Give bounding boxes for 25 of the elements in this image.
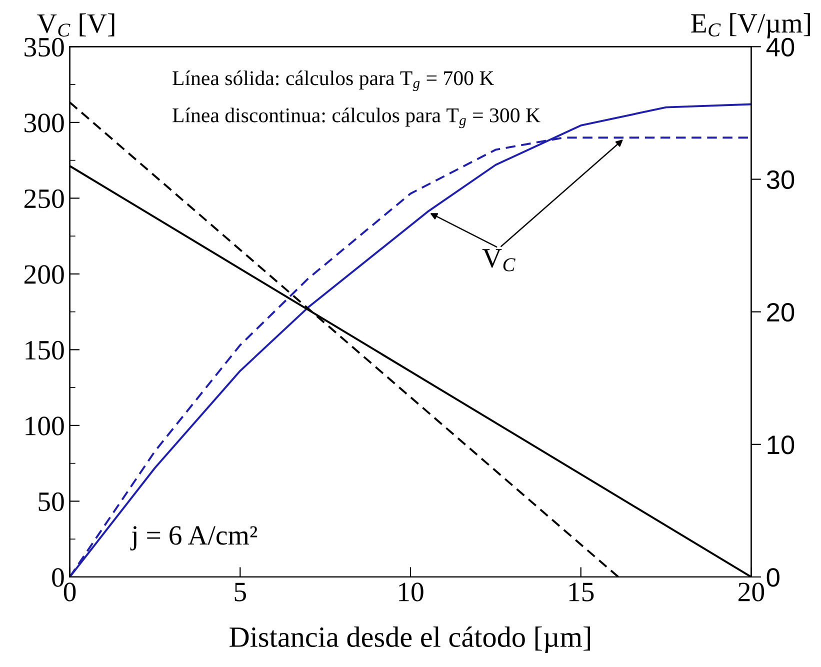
y-tick-label: 200 xyxy=(24,265,64,284)
y-tick-label: 50 xyxy=(38,492,64,512)
y-tick-label: 250 xyxy=(24,189,64,208)
annotation: Línea sólida: cálculos para T$_{g}$ = 700 K xyxy=(172,70,494,92)
y2-tick-label: 10 xyxy=(768,436,794,454)
annotation: j = 6 A/cm² xyxy=(130,526,258,550)
y2-tick-label: 30 xyxy=(766,170,794,190)
annotation: Línea discontinua: cálculos para T$_{g}$ = 300 K xyxy=(172,108,540,128)
y2-tick-label: 40 xyxy=(766,38,794,57)
x-tick-label: 0 xyxy=(64,582,76,602)
y2-tick-label: 20 xyxy=(767,302,794,322)
y-axis-title: V$_{C}$ [V] xyxy=(37,13,114,37)
y-tick-label: 150 xyxy=(26,340,64,360)
x-tick-label: 5 xyxy=(234,582,246,602)
y-tick-label: 0 xyxy=(52,568,64,587)
annotation: V$_{C}$ xyxy=(482,249,516,272)
x-tick-label: 20 xyxy=(738,582,764,602)
y2-axis-title: E$_{C}$ [V/µm] xyxy=(691,13,810,38)
x-tick-label: 15 xyxy=(569,582,594,602)
y-tick-label: 300 xyxy=(24,114,64,132)
x-axis-title: Distancia desde el cátodo [µm] xyxy=(230,626,590,653)
y-tick-label: 350 xyxy=(24,38,64,57)
y2-tick-label: 0 xyxy=(766,568,780,587)
x-tick-label: 10 xyxy=(399,582,424,602)
y-tick-label: 100 xyxy=(26,416,64,436)
